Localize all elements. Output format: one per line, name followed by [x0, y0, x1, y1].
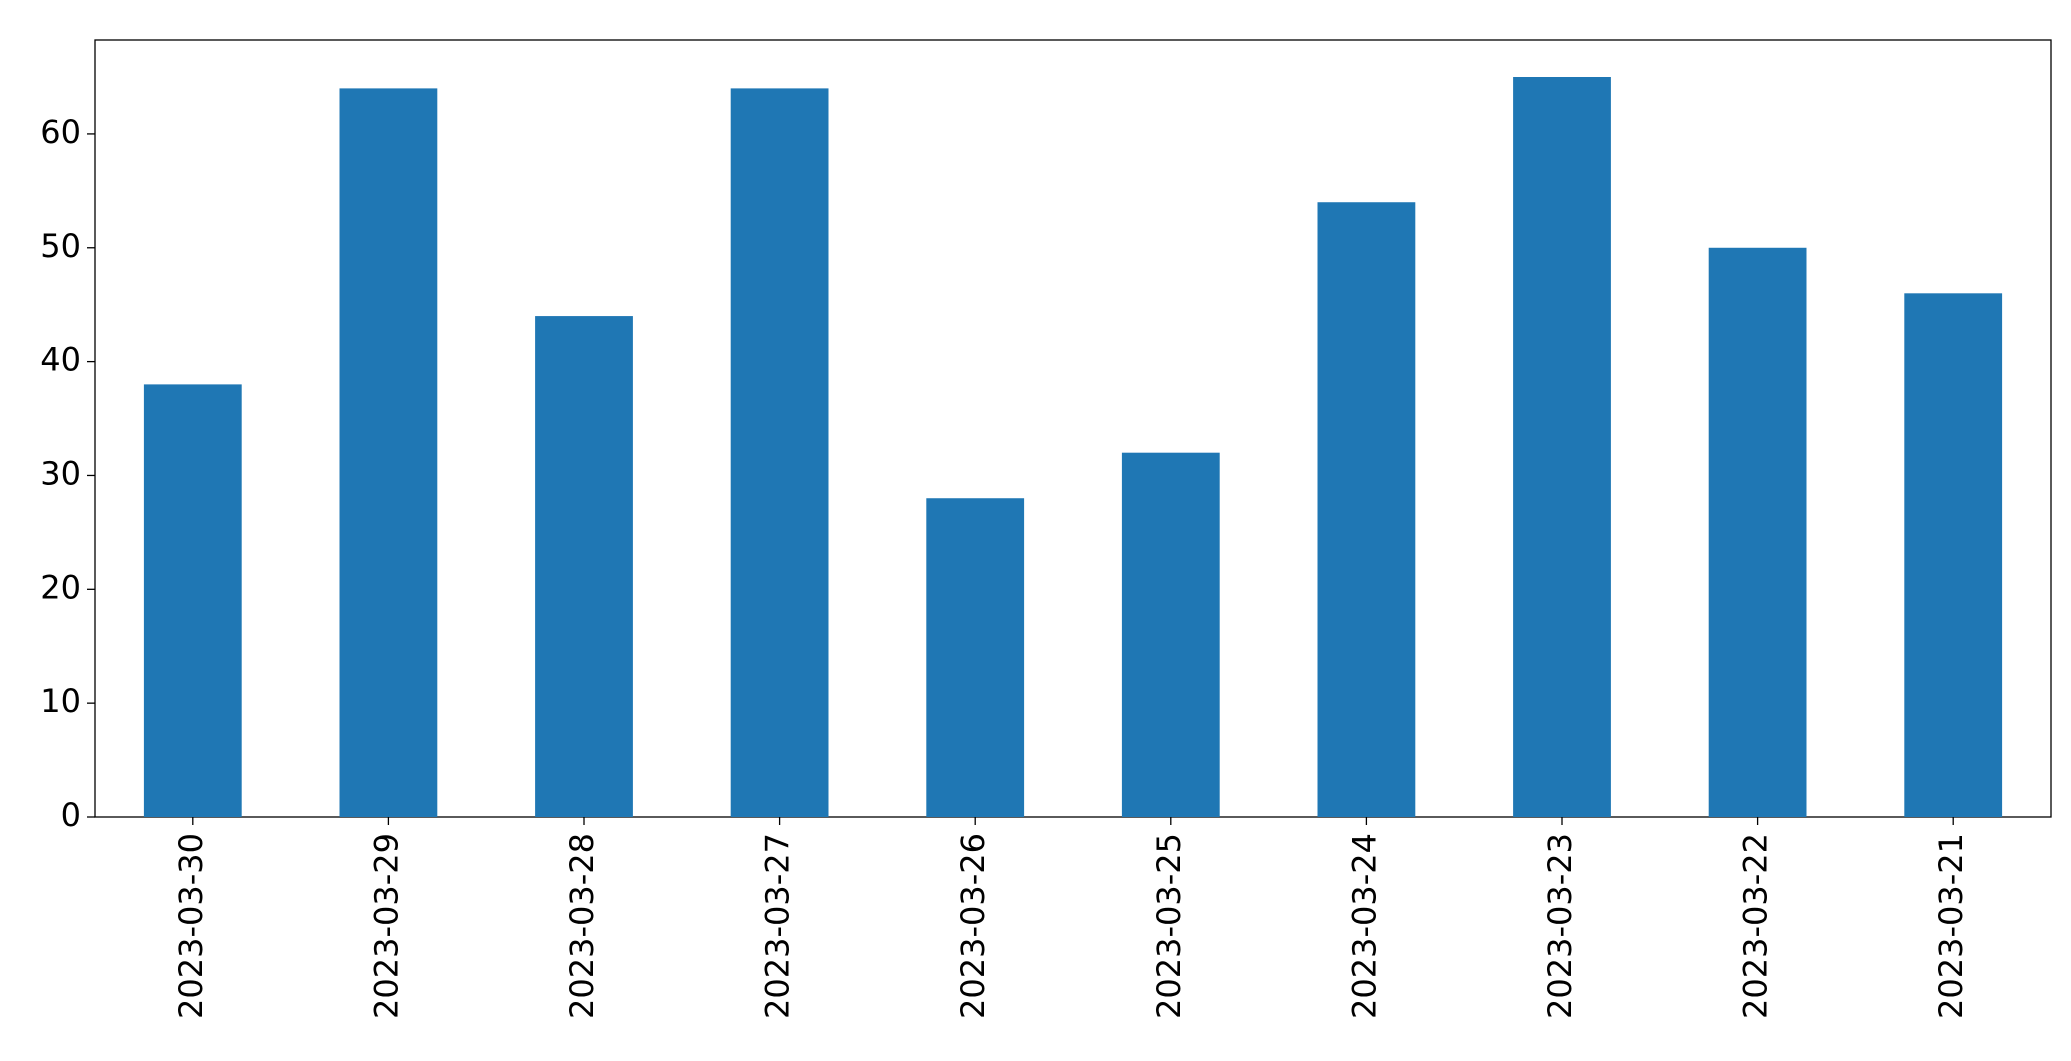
x-tick-label: 2023-03-21	[1932, 833, 1970, 1019]
y-tick-label: 40	[40, 341, 81, 379]
bar	[926, 498, 1025, 817]
x-tick-label: 2023-03-30	[172, 833, 210, 1019]
bar	[143, 384, 242, 817]
y-tick-label: 20	[40, 568, 81, 606]
y-tick-label: 50	[40, 227, 81, 265]
x-tick-label: 2023-03-23	[1541, 833, 1579, 1019]
x-tick-label: 2023-03-22	[1737, 833, 1775, 1019]
y-tick-label: 60	[40, 113, 81, 151]
y-tick-label: 30	[40, 454, 81, 492]
y-tick-label: 0	[61, 796, 81, 834]
bar	[730, 88, 829, 817]
x-tick-label: 2023-03-28	[563, 833, 601, 1019]
bar	[339, 88, 438, 817]
bar	[1904, 293, 2003, 817]
x-tick-label: 2023-03-26	[954, 833, 992, 1019]
x-tick-label: 2023-03-27	[759, 833, 797, 1019]
bar	[1317, 202, 1416, 817]
bar	[1708, 247, 1807, 817]
plot-frame	[94, 39, 2052, 818]
x-tick-label: 2023-03-29	[367, 833, 405, 1019]
bar	[1513, 77, 1611, 817]
x-tick-label: 2023-03-24	[1345, 833, 1383, 1019]
x-tick-label: 2023-03-25	[1150, 833, 1188, 1019]
bar	[1121, 452, 1220, 817]
bar	[535, 316, 633, 817]
y-tick-label: 10	[40, 682, 81, 720]
